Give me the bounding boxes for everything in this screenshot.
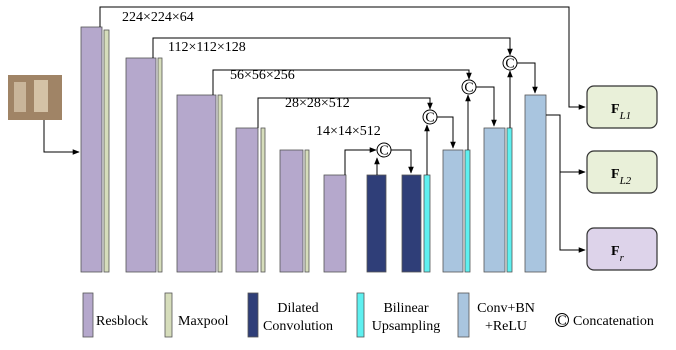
mp-block (104, 30, 109, 272)
res-block (126, 58, 156, 272)
up-block (465, 150, 470, 272)
res-block (236, 128, 258, 272)
arrow (44, 120, 79, 152)
mp-block (261, 128, 265, 272)
conv-block (484, 128, 505, 272)
res-block (81, 27, 102, 272)
legend-swatch (248, 293, 258, 337)
res-block (324, 175, 346, 272)
res-block (280, 150, 303, 272)
legend-swatch (357, 293, 364, 337)
input-image-detail (34, 80, 48, 112)
connection (391, 150, 411, 173)
connection (517, 63, 535, 93)
legend-label: Maxpool (178, 314, 229, 329)
legend-label: Conv+BN (477, 301, 535, 316)
legend-label: Convolution (263, 319, 333, 334)
legend-label: Resblock (96, 314, 148, 329)
output-symbol: F (611, 167, 620, 182)
diagram: C C C C 224×224×64 112×112×128 56×56×256 28×28×… (8, 7, 657, 337)
dimension-label: 28×28×512 (285, 96, 350, 111)
up-block (424, 175, 430, 272)
connection (476, 87, 494, 126)
concat-symbol: C (505, 57, 514, 72)
concat-symbol: C (425, 111, 434, 126)
dimension-label: 112×112×128 (168, 40, 246, 55)
concat-symbol: C (379, 144, 388, 159)
input-image-detail (14, 82, 26, 112)
connection (437, 117, 453, 148)
mp-block (305, 150, 309, 272)
output-symbol: F (611, 244, 620, 259)
dimension-label: 56×56×256 (230, 68, 295, 83)
output-subscript: r (620, 252, 625, 264)
output-subscript: L1 (619, 110, 632, 122)
mp-block (158, 58, 162, 272)
legend-swatch (165, 293, 172, 337)
res-block (177, 95, 216, 272)
legend-swatch (458, 293, 469, 337)
conv-block (443, 150, 463, 272)
concat-symbol: C (464, 81, 473, 96)
legend-label: Bilinear (383, 301, 428, 316)
legend-label: +ReLU (485, 319, 527, 334)
dimension-label: 224×224×64 (122, 10, 194, 25)
up-block (507, 128, 512, 272)
dimension-label: 14×14×512 (316, 124, 381, 139)
output-subscript: L2 (619, 175, 632, 187)
mp-block (218, 95, 222, 272)
legend-label: Upsampling (372, 319, 440, 334)
connection (546, 115, 585, 172)
legend-concat-symbol: C (557, 314, 566, 329)
dil-block (402, 175, 421, 272)
connection (560, 172, 585, 250)
legend-swatch (83, 293, 93, 337)
legend-label: Dilated (277, 301, 318, 316)
legend-label: Concatenation (573, 314, 654, 329)
conv-block (525, 95, 546, 272)
output-symbol: F (611, 102, 620, 117)
connection (345, 150, 376, 175)
figure: C C C C 224×224×64 112×112×128 56×56×256 28×28×… (0, 0, 676, 350)
dil-block (367, 175, 386, 272)
